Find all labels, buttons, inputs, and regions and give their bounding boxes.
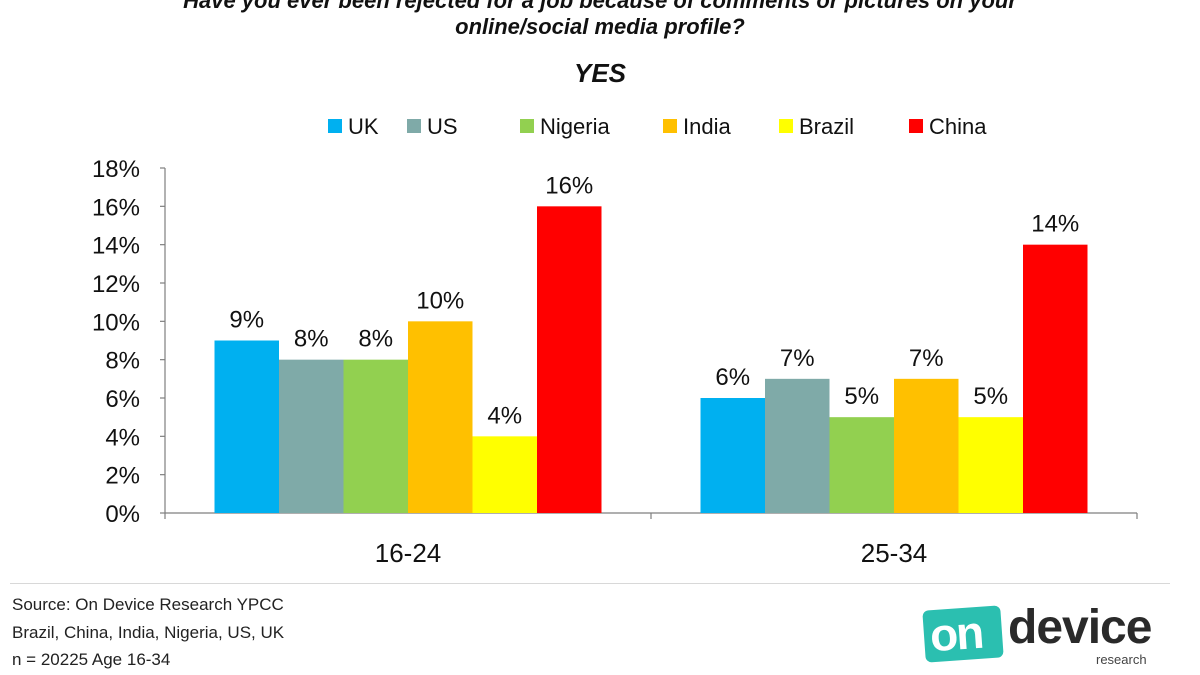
legend-label-india: India [683, 114, 731, 139]
y-tick-label: 12% [92, 271, 140, 298]
bar-uk-25-34 [700, 398, 765, 513]
bar-uk-16-24 [214, 340, 279, 513]
bar-china-25-34 [1023, 244, 1088, 513]
bar-india-25-34 [894, 378, 959, 513]
x-category-label: 25-34 [861, 538, 928, 568]
data-label: 10% [416, 287, 464, 314]
data-label: 14% [1031, 211, 1079, 238]
data-label: 8% [358, 326, 393, 353]
bar-nigeria-16-24 [343, 359, 408, 513]
data-label: 7% [909, 345, 944, 372]
legend-swatch-brazil [779, 119, 793, 133]
y-tick-label: 18% [92, 156, 140, 183]
legend-swatch-india [663, 119, 677, 133]
y-tick-label: 16% [92, 194, 140, 221]
data-label: 7% [780, 345, 815, 372]
legend-label-nigeria: Nigeria [540, 114, 610, 139]
data-label: 6% [715, 364, 750, 391]
logo-device-text: device [1008, 601, 1152, 654]
bar-us-25-34 [765, 378, 830, 513]
bar-brazil-16-24 [472, 436, 537, 513]
y-tick-label: 4% [105, 424, 140, 451]
x-category-label: 16-24 [375, 538, 442, 568]
source-line-2: Brazil, China, India, Nigeria, US, UK [12, 623, 285, 642]
data-label: 4% [487, 402, 522, 429]
legend-label-us: US [427, 114, 458, 139]
bar-india-16-24 [408, 321, 473, 513]
bar-chart: UK US Nigeria India Brazil China 0% 2% 4% 6% 8% 10%… [92, 114, 1138, 568]
source-line-3: n = 20225 Age 16-34 [12, 650, 171, 669]
logo-research-text: research [1096, 652, 1147, 667]
y-tick-label: 6% [105, 386, 140, 413]
footer-divider [10, 583, 1170, 584]
y-tick-label: 14% [92, 233, 140, 260]
data-label: 9% [229, 307, 264, 334]
logo-on-badge: on [922, 605, 1004, 663]
source-line-1: Source: On Device Research YPCC [12, 595, 284, 614]
legend-label-uk: UK [348, 114, 379, 139]
chart-subtitle: YES [573, 58, 627, 88]
chart-title-line1: Have you ever been rejected for a job be… [183, 0, 1017, 13]
legend-label-brazil: Brazil [799, 114, 854, 139]
legend-swatch-uk [328, 119, 342, 133]
chart-title-line2: online/social media profile? [455, 14, 745, 39]
y-tick-label: 2% [105, 463, 140, 490]
y-tick-label: 8% [105, 348, 140, 375]
legend-swatch-china [909, 119, 923, 133]
data-label: 16% [545, 172, 593, 199]
on-device-research-logo: on device research [920, 600, 1180, 670]
data-label: 8% [294, 326, 329, 353]
bar-china-16-24 [537, 206, 602, 514]
y-tick-label: 10% [92, 309, 140, 336]
data-label: 5% [844, 383, 879, 410]
bar-us-16-24 [279, 359, 344, 513]
legend-swatch-us [407, 119, 421, 133]
legend-label-china: China [929, 114, 987, 139]
bar-brazil-25-34 [958, 417, 1023, 513]
data-label: 5% [973, 383, 1008, 410]
bar-nigeria-25-34 [829, 417, 894, 513]
legend-swatch-nigeria [520, 119, 534, 133]
y-tick-label: 0% [105, 501, 140, 528]
logo-on-text: on [928, 605, 984, 662]
